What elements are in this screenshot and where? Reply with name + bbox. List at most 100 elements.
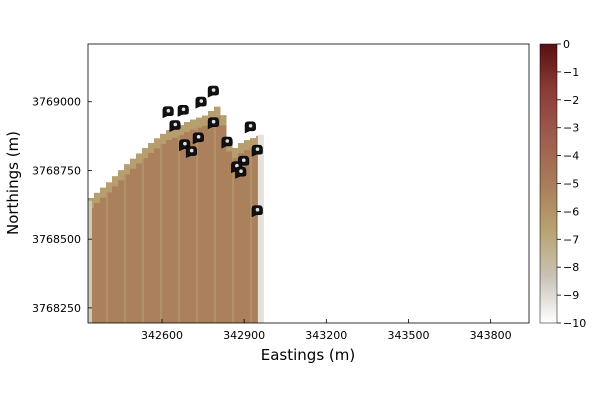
y-tick-label: 3769000	[32, 96, 81, 109]
station-marker	[169, 120, 181, 132]
heatmap-cell	[208, 111, 215, 323]
station-marker	[207, 117, 219, 130]
colorbar-tick-label: −5	[563, 178, 579, 191]
heatmap-cell	[226, 141, 233, 323]
heatmap-cell	[232, 148, 239, 158]
heatmap-cell	[142, 148, 149, 323]
heatmap-cell	[160, 133, 167, 323]
heatmap-cell	[202, 115, 209, 323]
heatmap-cell	[94, 192, 101, 323]
heatmap-cell	[220, 115, 227, 126]
heatmap-cell	[184, 122, 191, 323]
heatmap-cell	[130, 158, 137, 169]
heatmap-cell	[160, 133, 162, 323]
heatmap-cell	[112, 176, 119, 187]
heatmap-cell	[196, 117, 203, 128]
colorbar-ticks: 0 −1 −2 −3 −4 −5 −6 −7 −8 −9 −10	[557, 38, 586, 330]
heatmap-cell	[136, 153, 143, 323]
heatmap-cell	[184, 122, 191, 133]
heatmap-cell	[190, 119, 197, 323]
colorbar-tick-label: −7	[563, 233, 579, 246]
heatmap-cell	[172, 127, 179, 323]
heatmap-cell	[106, 182, 108, 323]
heatmap-cell	[244, 140, 251, 151]
heatmap-cell	[178, 125, 185, 136]
x-tick-label: 343200	[305, 329, 347, 342]
heatmap-cell	[154, 138, 161, 149]
heatmap-cell	[142, 148, 144, 323]
station-marker	[251, 144, 263, 157]
heatmap-cell	[196, 117, 198, 323]
heatmap-cell	[196, 117, 203, 323]
x-axis-ticks: 342600 342900 343200 343500 343800	[141, 319, 512, 342]
station-marker	[195, 96, 207, 109]
heatmap-cell	[214, 106, 216, 323]
heatmap-cell	[214, 106, 221, 323]
x-tick-label: 342900	[223, 329, 265, 342]
plot-frame	[87, 43, 530, 324]
heatmap-cell	[124, 164, 126, 323]
heatmap-cell	[232, 148, 239, 323]
heatmap-cell	[244, 140, 251, 323]
heatmap-cell	[190, 119, 197, 130]
x-axis-label: Eastings (m)	[261, 346, 355, 364]
heatmap-cell	[250, 138, 252, 323]
heatmap-cell	[250, 138, 257, 323]
heatmap-cell	[214, 106, 221, 117]
heatmap-cell	[106, 182, 113, 323]
heatmap-cell	[124, 164, 131, 323]
heatmap-cell	[154, 138, 161, 323]
station-marker	[221, 136, 233, 149]
station-marker	[185, 146, 197, 159]
heatmap-cell	[257, 134, 264, 323]
colorbar-tick-label: −1	[563, 66, 579, 79]
colorbar-tick-label: −9	[563, 289, 579, 302]
station-marker	[251, 205, 263, 218]
colorbar-tick-label: −3	[563, 122, 579, 135]
colorbar-tick-label: −2	[563, 94, 579, 107]
colorbar-tick-label: −10	[563, 317, 586, 330]
y-tick-label: 3768250	[32, 302, 81, 315]
heatmap-cell	[172, 127, 179, 138]
y-axis-ticks: 3768250 3768500 3768750 3769000	[32, 96, 92, 315]
x-tick-label: 343800	[470, 329, 512, 342]
heatmap-cell	[208, 111, 215, 122]
heatmap-cell	[226, 141, 233, 152]
heatmap-cell	[202, 115, 209, 126]
station-marker	[192, 132, 204, 145]
heatmap-cell	[232, 148, 234, 323]
heatmap-cell	[94, 192, 101, 203]
heatmap-field	[88, 106, 264, 323]
heatmap-cell	[88, 200, 92, 323]
colorbar-tick-label: −6	[563, 205, 579, 218]
heatmap-cell	[220, 115, 227, 323]
colorbar-tick-label: −8	[563, 261, 579, 274]
heatmap-cell	[112, 176, 119, 323]
y-tick-label: 3768500	[32, 233, 81, 246]
heatmap-cell	[238, 143, 245, 154]
heatmap-cell	[148, 143, 155, 153]
y-axis-label: Northings (m)	[4, 131, 22, 235]
heatmap-cell	[148, 143, 155, 323]
heatmap-cell	[178, 125, 180, 323]
heatmap-cell	[124, 164, 131, 175]
heatmap-cell	[166, 130, 173, 140]
heatmap-cell	[178, 125, 185, 323]
heatmap-cell	[166, 130, 173, 323]
x-tick-label: 342600	[141, 329, 183, 342]
heatmap-cell	[238, 143, 245, 323]
colorbar	[539, 43, 558, 324]
heatmap-cell	[160, 133, 167, 144]
heatmap-cell	[100, 187, 107, 198]
colorbar-tick-label: −4	[563, 150, 579, 163]
station-marker	[207, 85, 219, 98]
heatmap-cell	[142, 148, 149, 159]
y-tick-label: 3768750	[32, 164, 81, 177]
heatmap-cell	[118, 170, 125, 323]
heatmap-cell	[100, 187, 107, 323]
heatmap-cell	[106, 182, 113, 193]
station-marker	[244, 121, 256, 134]
colorbar-tick-label: 0	[563, 38, 570, 51]
